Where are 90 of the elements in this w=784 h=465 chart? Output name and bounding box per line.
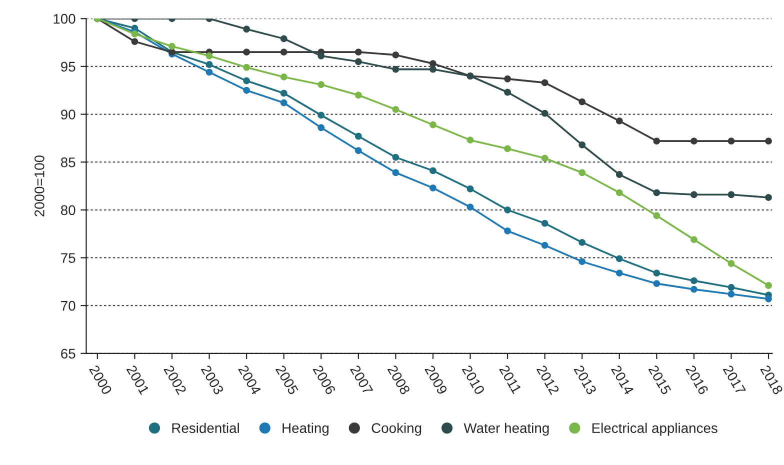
- y-tick-label: 95: [61, 62, 76, 72]
- point: [280, 99, 288, 106]
- point: [429, 60, 436, 68]
- y-tick-label: 90: [61, 110, 76, 120]
- point: [504, 88, 512, 96]
- point: [765, 282, 772, 289]
- point: [541, 220, 548, 227]
- point: [243, 48, 250, 56]
- y-tick-label: 100: [54, 14, 76, 24]
- point: [765, 295, 772, 302]
- point: [728, 290, 735, 298]
- point: [392, 66, 400, 73]
- point: [690, 138, 698, 145]
- point: [354, 147, 362, 154]
- point: [616, 255, 623, 262]
- point: [616, 117, 623, 124]
- point: [578, 169, 586, 176]
- point: [131, 38, 138, 46]
- legend-label: Heating: [282, 422, 328, 436]
- point: [653, 138, 660, 145]
- y-axis-title: 2000=100: [34, 155, 44, 216]
- point: [429, 66, 436, 73]
- point: [206, 52, 213, 60]
- point: [616, 189, 623, 196]
- y-tick-label: 70: [61, 300, 76, 311]
- legend-label: Electrical appliances: [592, 422, 718, 436]
- point: [429, 167, 436, 174]
- point: [354, 132, 362, 140]
- point: [504, 75, 512, 82]
- point: [541, 79, 548, 86]
- y-tick-label: 65: [61, 348, 76, 359]
- point: [354, 92, 362, 99]
- point: [728, 260, 735, 267]
- point: [653, 280, 660, 288]
- point: [168, 42, 176, 50]
- point: [690, 286, 698, 293]
- point: [243, 26, 250, 33]
- point: [765, 138, 772, 145]
- point: [653, 212, 660, 220]
- point: [616, 171, 623, 178]
- legend-label: Residential: [172, 422, 239, 434]
- point: [728, 284, 735, 291]
- point: [504, 227, 512, 234]
- point: [504, 206, 512, 214]
- point: [280, 48, 288, 56]
- point: [280, 35, 288, 42]
- point: [280, 90, 288, 97]
- point: [392, 169, 400, 176]
- point: [280, 73, 288, 80]
- y-tick-label: 85: [60, 157, 76, 168]
- point: [429, 184, 436, 192]
- point: [243, 64, 250, 71]
- point: [690, 191, 698, 198]
- legend-label: Cooking: [372, 422, 422, 436]
- point: [578, 98, 586, 106]
- point: [392, 51, 400, 58]
- point: [578, 238, 586, 246]
- point: [466, 185, 474, 192]
- point: [354, 58, 362, 66]
- point: [318, 124, 325, 132]
- point: [318, 52, 325, 60]
- legend-label: Water heating: [464, 422, 549, 436]
- point: [392, 106, 400, 113]
- point: [243, 77, 250, 84]
- point: [354, 48, 362, 56]
- y-tick-label: 80: [60, 205, 76, 216]
- point: [392, 154, 400, 161]
- point: [616, 270, 623, 277]
- point: [765, 194, 772, 201]
- point: [206, 68, 213, 76]
- point: [578, 141, 586, 148]
- point: [206, 61, 213, 68]
- point: [541, 242, 548, 249]
- point: [243, 86, 250, 94]
- point: [541, 110, 548, 117]
- point: [578, 258, 586, 266]
- point: [318, 112, 325, 119]
- point: [504, 145, 512, 152]
- point: [318, 81, 325, 88]
- y-tick-label: 75: [61, 253, 76, 263]
- point: [653, 270, 660, 277]
- point: [466, 136, 474, 144]
- point: [541, 154, 548, 162]
- point: [653, 189, 660, 196]
- point: [690, 236, 698, 244]
- point: [429, 121, 436, 128]
- point: [466, 204, 474, 211]
- point: [728, 191, 735, 198]
- point: [690, 277, 698, 284]
- point: [728, 138, 735, 145]
